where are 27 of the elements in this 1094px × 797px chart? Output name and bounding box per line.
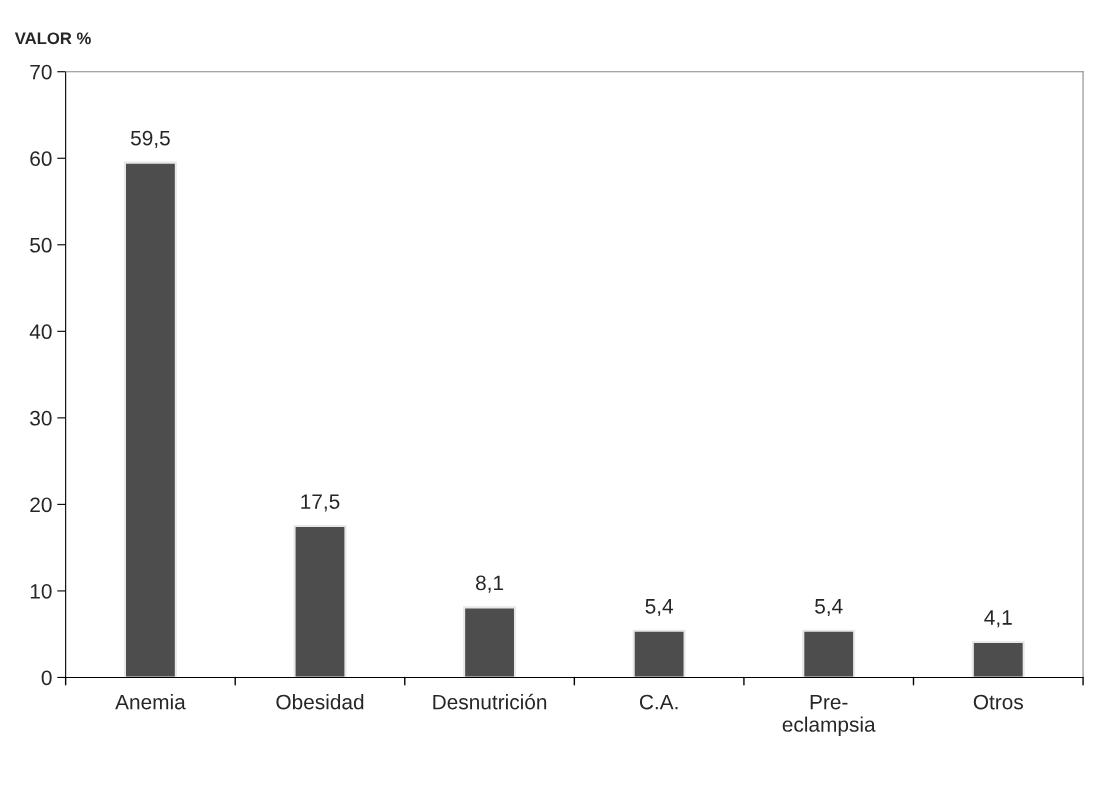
y-tick-label: 40 <box>29 324 52 340</box>
bar <box>123 161 177 678</box>
y-tick-label: 50 <box>30 237 52 253</box>
x-tick-label: Pre- eclampsia <box>782 694 876 736</box>
bar <box>293 524 347 678</box>
y-axis-title: VALOR % <box>14 32 91 45</box>
x-tick-label: Desnutrición <box>433 693 547 710</box>
data-label: 59,5 <box>130 130 170 148</box>
y-tick-label: 30 <box>30 410 52 426</box>
bar <box>971 640 1025 678</box>
y-tick-label: 0 <box>41 670 52 686</box>
bar <box>632 629 686 678</box>
data-label: 4,1 <box>984 610 1012 628</box>
x-tick-label: C.A. <box>639 694 678 710</box>
data-label: 17,5 <box>301 494 340 512</box>
data-label: 5,4 <box>645 599 674 617</box>
y-tick-label: 10 <box>30 583 52 599</box>
y-tick-label: 20 <box>30 497 52 513</box>
data-label: 8,1 <box>475 575 504 593</box>
y-tick-label: 60 <box>30 151 52 167</box>
x-tick-label: Anemia <box>115 694 186 710</box>
x-tick-label: Otros <box>973 694 1023 710</box>
bar <box>463 606 517 678</box>
y-tick-label: 70 <box>30 64 52 80</box>
data-label: 5,4 <box>815 599 843 617</box>
bar <box>802 629 856 678</box>
x-tick-label: Obesidad <box>276 694 364 710</box>
